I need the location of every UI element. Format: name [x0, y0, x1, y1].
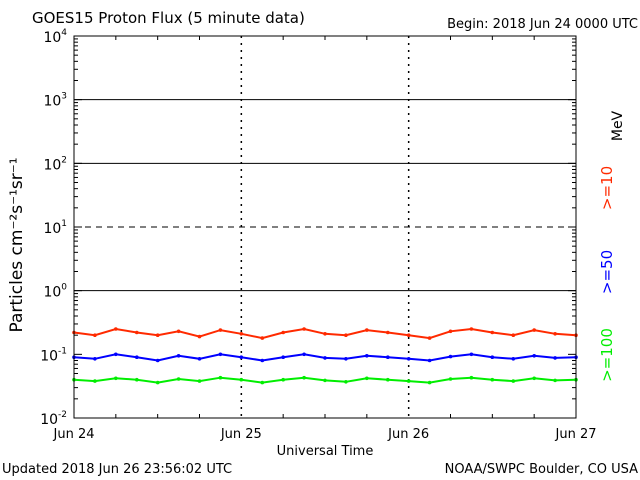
series-point-0 [323, 332, 327, 336]
series-point-0 [218, 328, 223, 332]
series-point-0 [448, 329, 453, 334]
legend-entry-0: >=10 [598, 166, 616, 210]
legend-entry-2: >=100 [598, 328, 616, 382]
series-point-0 [114, 327, 118, 331]
grid-layer [74, 36, 576, 418]
series-point-2 [511, 379, 516, 383]
series-point-0 [469, 327, 474, 331]
series-point-2 [448, 377, 453, 381]
series-point-1 [406, 357, 411, 361]
series-point-0 [135, 330, 139, 335]
y-tick-label-0: 10-2 [40, 410, 67, 428]
series-point-1 [239, 355, 244, 360]
series-point-1 [114, 352, 118, 357]
chart-title: GOES15 Proton Flux (5 minute data) [32, 9, 305, 27]
series-point-2 [93, 379, 97, 383]
series-point-0 [197, 334, 202, 339]
series-point-0 [239, 332, 244, 336]
series-point-1 [490, 355, 495, 360]
series-point-0 [176, 329, 181, 334]
series-point-1 [344, 357, 348, 361]
series-point-1 [218, 352, 223, 357]
y-tick-label-6: 104 [43, 28, 67, 46]
y-tick-label-3: 101 [43, 219, 67, 237]
series-point-1 [553, 356, 557, 360]
series-point-0 [386, 330, 390, 335]
begin-time: Begin: 2018 Jun 24 0000 UTC [447, 17, 638, 32]
series-point-2 [281, 377, 286, 382]
series-point-1 [155, 358, 160, 363]
series-point-2 [490, 377, 495, 382]
series-point-0 [427, 336, 432, 340]
series-point-0 [344, 333, 348, 338]
series-point-2 [427, 380, 432, 385]
series-point-1 [532, 354, 536, 358]
series-point-2 [532, 376, 536, 381]
series-point-2 [365, 376, 369, 381]
series-point-2 [114, 376, 118, 381]
series-point-1 [260, 358, 265, 363]
series-point-2 [135, 377, 139, 382]
x-tick-label-2: Jun 26 [387, 427, 429, 442]
series-point-0 [93, 333, 97, 338]
plot-frame [73, 35, 577, 419]
legend-unit-label: MeV [610, 110, 626, 141]
x-tick-label-1: Jun 25 [220, 427, 262, 442]
series-point-2 [239, 377, 244, 382]
series-point-1 [323, 356, 327, 360]
series-point-0 [490, 330, 495, 335]
series-point-0 [365, 328, 369, 332]
series-point-1 [302, 352, 306, 357]
legend: >=10 >=50 >=100 MeV [598, 110, 626, 381]
series-point-1 [448, 354, 453, 359]
series-point-0 [406, 333, 411, 338]
y-tick-label-4: 102 [43, 155, 67, 173]
series-point-2 [406, 379, 411, 383]
series-point-1 [469, 352, 474, 357]
series-point-0 [302, 327, 306, 331]
series-point-1 [135, 355, 139, 360]
series-point-2 [344, 380, 348, 384]
series-point-2 [155, 380, 160, 385]
series-point-1 [427, 358, 432, 363]
x-axis-label: Universal Time [277, 444, 374, 459]
series-point-1 [176, 354, 181, 358]
series-point-1 [365, 354, 369, 358]
series-point-1 [93, 357, 97, 361]
series-point-2 [197, 379, 202, 383]
y-tick-label-2: 100 [43, 283, 67, 301]
series-point-0 [260, 336, 265, 340]
series-point-0 [553, 332, 557, 336]
series-point-2 [176, 377, 181, 381]
series-point-2 [260, 380, 265, 385]
series-point-0 [511, 333, 516, 338]
series-point-1 [386, 355, 390, 360]
series-point-0 [155, 333, 160, 338]
y-tick-labels: 10-2 10-1 100 101 102 103 104 [40, 28, 576, 428]
series-point-1 [197, 357, 202, 361]
series-layer [72, 327, 578, 385]
legend-entry-1: >=50 [598, 250, 616, 294]
series-point-0 [532, 328, 536, 332]
y-tick-label-5: 103 [43, 92, 67, 110]
series-point-2 [323, 378, 327, 383]
y-tick-label-1: 10-1 [40, 346, 67, 364]
series-point-1 [281, 355, 286, 360]
series-point-2 [218, 375, 223, 380]
series-point-2 [469, 375, 474, 380]
x-tick-label-0: Jun 24 [53, 427, 95, 442]
updated-timestamp: Updated 2018 Jun 26 23:56:02 UTC [2, 462, 232, 477]
series-point-0 [281, 330, 286, 335]
series-point-1 [511, 357, 516, 361]
series-point-2 [386, 377, 390, 382]
x-tick-label-3: Jun 27 [555, 427, 597, 442]
series-point-2 [302, 375, 306, 380]
x-tick-labels: Jun 24 Jun 25 Jun 26 Jun 27 [53, 427, 597, 442]
y-axis-label: Particles cm⁻²s⁻¹sr⁻¹ [7, 157, 27, 332]
series-point-2 [553, 378, 557, 383]
credit-label: NOAA/SWPC Boulder, CO USA [445, 462, 638, 477]
